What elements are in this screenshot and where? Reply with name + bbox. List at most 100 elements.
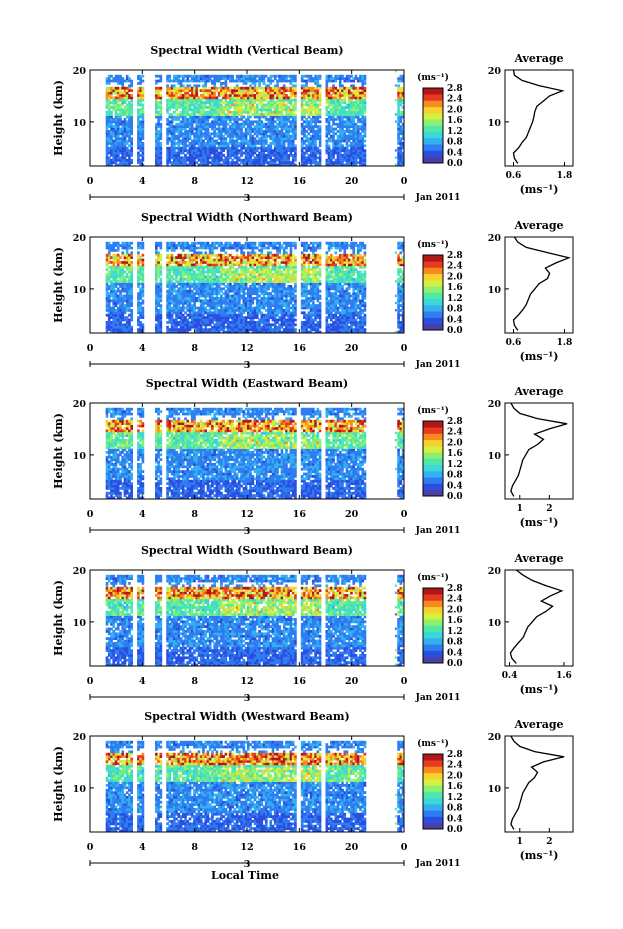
heatmap-cell (139, 110, 142, 114)
heatmap-cell (157, 118, 160, 121)
heatmap-cell (242, 79, 246, 83)
heatmap-cell (199, 294, 203, 298)
heatmap-cell (350, 98, 353, 102)
heatmap-cell (215, 270, 219, 274)
heatmap-cell (262, 144, 266, 148)
heatmap-cell (197, 134, 201, 138)
heatmap-cell (332, 110, 335, 114)
heatmap-cell (116, 77, 120, 80)
heatmap-cell (157, 101, 160, 104)
heatmap-cell (119, 94, 122, 97)
heatmap-cell (114, 108, 118, 112)
heatmap-cell (345, 142, 349, 145)
heatmap-cell (269, 146, 273, 150)
heatmap-cell (179, 318, 183, 322)
heatmap-cell (188, 134, 192, 138)
heatmap-cell (300, 98, 304, 102)
heatmap-cell (278, 144, 282, 148)
heatmap-cell (114, 318, 118, 322)
heatmap-cell (244, 127, 248, 131)
heatmap-cell (226, 122, 230, 126)
heatmap-cell (305, 91, 308, 95)
heatmap-cell (327, 89, 331, 92)
heatmap-cell (240, 74, 243, 78)
heatmap-cell (110, 86, 113, 90)
heatmap-cell (312, 125, 315, 128)
heatmap-cell (197, 316, 201, 319)
heatmap-cell (260, 125, 264, 128)
heatmap-cell (276, 139, 279, 143)
heatmap-cell (206, 142, 210, 145)
heatmap-cell (175, 323, 178, 327)
heatmap-cell (166, 249, 169, 252)
heatmap-cell (287, 108, 291, 112)
heatmap-cell (112, 103, 116, 107)
heatmap-cell (125, 94, 129, 97)
heatmap-cells (105, 70, 405, 167)
heatmap-cell (341, 122, 344, 126)
heatmap-cell (211, 115, 214, 119)
heatmap-cell (401, 89, 405, 92)
heatmap-cell (105, 115, 109, 119)
heatmap-cell (199, 273, 203, 276)
heatmap-cell (204, 256, 208, 259)
heatmap-cell (336, 151, 340, 155)
heatmap-cell (121, 125, 125, 128)
heatmap-cell (229, 89, 232, 92)
heatmap-cell (343, 163, 347, 167)
heatmap-cell (401, 146, 405, 150)
heatmap-cell (399, 110, 403, 114)
heatmap-cell (121, 301, 125, 305)
heatmap-cell (116, 258, 120, 262)
heatmap-cell (249, 77, 252, 80)
heatmap-cell (291, 154, 295, 157)
heatmap-cell (359, 144, 362, 148)
heatmap-cell (354, 101, 358, 104)
heatmap-cell (128, 277, 131, 281)
heatmap-cell (350, 149, 353, 152)
heatmap-cell (247, 118, 250, 121)
heatmap-cell (247, 74, 250, 78)
heatmap-cell (184, 158, 187, 162)
heatmap-cell (336, 115, 340, 119)
heatmap-cell (181, 299, 185, 303)
heatmap-cell (157, 256, 160, 259)
heatmap-cell (181, 122, 185, 126)
heatmap-cell (107, 297, 111, 300)
heatmap-cell (220, 106, 223, 109)
heatmap-cell (314, 113, 317, 116)
heatmap-cell (242, 146, 246, 150)
heatmap-cell (217, 261, 221, 264)
heatmap-cell (361, 120, 365, 124)
heatmap-cell (179, 287, 183, 291)
heatmap-cell (175, 244, 178, 247)
heatmap-cell (157, 251, 160, 255)
heatmap-cell (107, 258, 111, 262)
heatmap-cell (193, 318, 196, 322)
heatmap-cell (215, 263, 219, 267)
heatmap-cell (195, 251, 199, 255)
heatmap-cell (231, 151, 234, 155)
heatmap-cell (350, 79, 353, 83)
heatmap-cell (363, 96, 367, 100)
heatmap-cell (316, 149, 320, 152)
heatmap-cell (309, 137, 313, 140)
heatmap-cell (220, 282, 223, 286)
heatmap-cell (172, 149, 176, 152)
heatmap-cell (168, 137, 172, 140)
heatmap-cell (157, 304, 160, 307)
heatmap-cell (202, 156, 205, 160)
heatmap-cell (294, 156, 297, 160)
heatmap-cell (215, 120, 219, 124)
heatmap-cell (170, 292, 174, 295)
heatmap-cell (215, 256, 219, 259)
heatmap-cell (119, 328, 122, 331)
heatmap-cell (356, 113, 360, 116)
heatmap-cell (166, 142, 169, 145)
heatmap-cell (123, 118, 127, 121)
heatmap-cell (121, 246, 125, 250)
heatmap-cell (262, 122, 266, 126)
heatmap-cell (300, 161, 304, 164)
heatmap-cell (318, 125, 322, 128)
